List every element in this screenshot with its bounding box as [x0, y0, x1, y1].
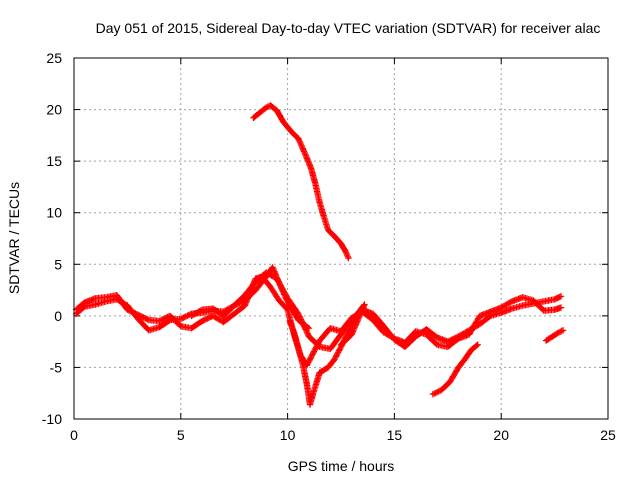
y-tick-label: -10 — [42, 411, 62, 427]
series-markers — [542, 327, 567, 344]
y-tick-label: 25 — [46, 50, 62, 66]
series-track-c — [188, 264, 313, 332]
series-markers — [429, 341, 481, 398]
x-tick-label: 25 — [600, 427, 616, 443]
x-tick-label: 15 — [387, 427, 403, 443]
x-tick-label: 20 — [493, 427, 509, 443]
series-markers — [188, 264, 313, 332]
series-markers — [286, 301, 368, 408]
series-track-e — [429, 341, 481, 398]
x-axis-label: GPS time / hours — [288, 458, 395, 474]
series-markers — [72, 273, 565, 369]
grid — [74, 58, 608, 419]
x-tick-label: 0 — [70, 427, 78, 443]
series-track-high — [250, 102, 352, 262]
y-axis-label: SDTVAR / TECUs — [6, 182, 22, 294]
chart-title: Day 051 of 2015, Sidereal Day-to-day VTE… — [96, 20, 601, 36]
series-track-b — [72, 273, 565, 369]
y-tick-label: -5 — [50, 359, 63, 375]
y-tick-label: 20 — [46, 102, 62, 118]
axis-ticks: 0 5 10 15 20 25 -10 -5 0 5 10 15 20 25 — [42, 50, 616, 443]
series-track-f — [542, 327, 567, 344]
plot-frame — [73, 57, 609, 420]
y-tick-label: 15 — [46, 153, 62, 169]
y-tick-label: 5 — [54, 256, 62, 272]
y-tick-label: 0 — [54, 308, 62, 324]
y-tick-label: 10 — [46, 205, 62, 221]
series-track-d — [286, 301, 368, 408]
x-tick-label: 5 — [177, 427, 185, 443]
data-points — [72, 102, 567, 408]
series-markers — [250, 102, 352, 262]
x-tick-label: 10 — [280, 427, 296, 443]
